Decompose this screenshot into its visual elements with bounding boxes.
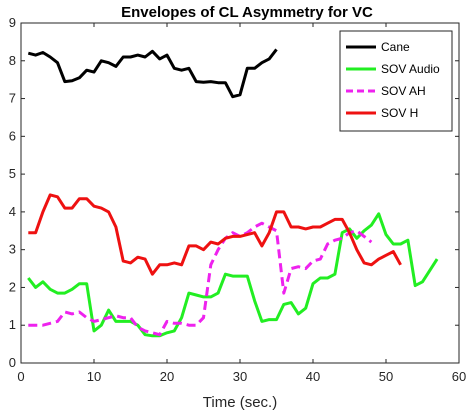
series-layer xyxy=(27,48,439,338)
y-tick-label: 0 xyxy=(9,355,16,370)
x-tick-label: 40 xyxy=(306,369,320,384)
legend-label: SOV AH xyxy=(381,84,426,98)
y-tick-label: 7 xyxy=(9,91,16,106)
x-tick-label: 50 xyxy=(379,369,393,384)
y-tick-label: 4 xyxy=(9,204,16,219)
y-tick-label: 8 xyxy=(9,53,16,68)
series-line-sov-audio xyxy=(27,212,439,338)
series-line-sov-h xyxy=(28,193,402,276)
x-tick-label: 20 xyxy=(160,369,174,384)
x-axis-ticks: 0 10 20 30 40 50 60 xyxy=(17,23,466,384)
y-tick-label: 1 xyxy=(9,317,16,332)
legend-label: SOV H xyxy=(381,106,418,120)
y-tick-label: 6 xyxy=(9,128,16,143)
series-line-sov-ah xyxy=(28,221,373,337)
y-axis-ticks: 0 1 2 3 4 5 6 7 8 9 xyxy=(9,15,459,370)
legend-label: Cane xyxy=(381,40,410,54)
y-tick-label: 5 xyxy=(9,166,16,181)
x-tick-label: 10 xyxy=(87,369,101,384)
legend: Cane SOV Audio SOV AH SOV H xyxy=(339,30,453,132)
x-tick-label: 0 xyxy=(17,369,24,384)
x-tick-label: 30 xyxy=(233,369,247,384)
x-axis-title: Time (sec.) xyxy=(203,394,277,411)
chart-title: Envelopes of CL Asymmetry for VC xyxy=(121,4,373,21)
series-line-cane xyxy=(27,48,278,99)
x-tick-label: 60 xyxy=(452,369,466,384)
y-tick-label: 3 xyxy=(9,242,16,257)
y-tick-label: 9 xyxy=(9,15,16,30)
legend-label: SOV Audio xyxy=(381,62,440,76)
y-tick-label: 2 xyxy=(9,279,16,294)
